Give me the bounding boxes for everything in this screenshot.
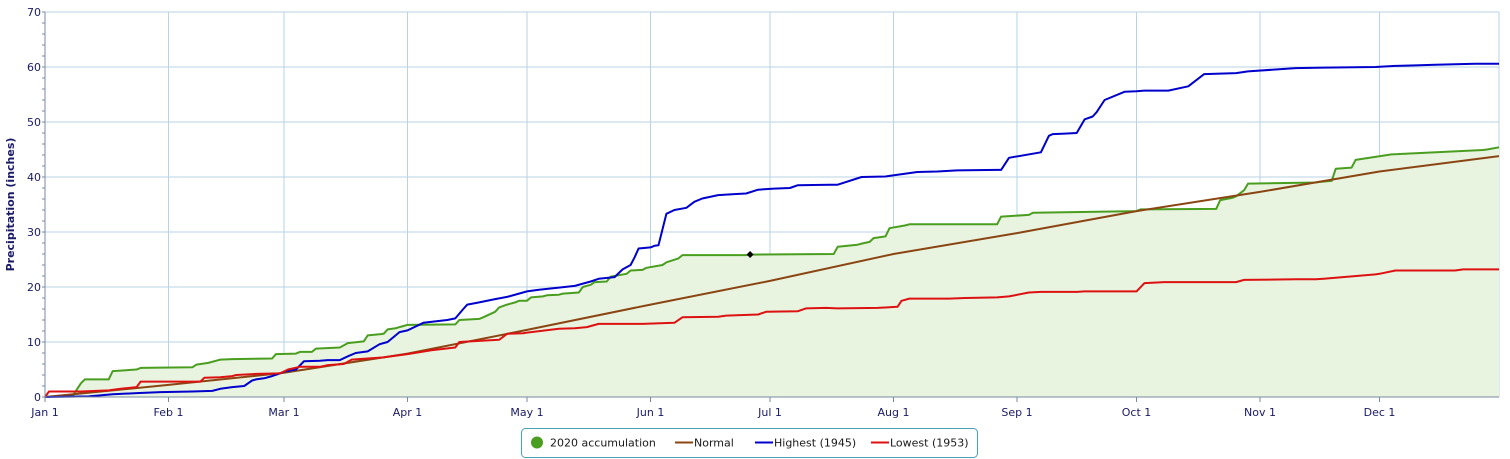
x-tick-label: Jan 1 (30, 406, 58, 419)
y-tick-label: 70 (27, 6, 41, 19)
y-tick-label: 10 (27, 336, 41, 349)
y-tick-label: 50 (27, 116, 41, 129)
y-axis-title: Precipitation (inches) (4, 138, 17, 272)
axes: 0 10 20 30 40 50 60 70 Jan 1 Feb 1 Mar 1 Apr 1 May 1… (27, 6, 1499, 419)
series-line-3 (44, 268, 1499, 398)
y-tick-label: 40 (27, 171, 41, 184)
series-area-0 (45, 147, 1499, 397)
y-tick-label: 60 (27, 61, 41, 74)
x-tick-label: Sep 1 (1001, 406, 1032, 419)
legend-item-label[interactable]: Highest (1945) (774, 437, 856, 450)
y-tick-label: 20 (27, 281, 41, 294)
series-lines (44, 62, 1500, 398)
x-tick-label: Jun 1 (636, 406, 665, 419)
x-tick-label: Aug 1 (878, 406, 910, 419)
x-tick-label: Feb 1 (153, 406, 183, 419)
x-tick-label: Dec 1 (1364, 406, 1396, 419)
legend-item-label[interactable]: 2020 accumulation (550, 437, 656, 450)
x-tick-label: Apr 1 (393, 406, 423, 419)
legend: 2020 accumulation Normal Highest (1945) Low… (521, 428, 978, 458)
x-tick-label: Jul 1 (757, 406, 782, 419)
x-tick-label: Oct 1 (1122, 406, 1152, 419)
x-tick-label: Mar 1 (268, 406, 299, 419)
x-tick-label: Nov 1 (1244, 406, 1276, 419)
legend-box (521, 428, 978, 458)
legend-item-label[interactable]: Lowest (1953) (890, 437, 969, 450)
x-tick-label: May 1 (510, 406, 543, 419)
hover-marker (746, 251, 754, 259)
series-line-1 (44, 155, 1500, 398)
area-fill (45, 147, 1499, 397)
series-line-0 (44, 146, 1500, 398)
legend-item-label[interactable]: Normal (694, 437, 734, 450)
y-tick-label: 30 (27, 226, 41, 239)
legend-swatch (531, 436, 543, 449)
y-tick-label: 0 (34, 391, 41, 404)
series-line-2 (44, 62, 1499, 398)
